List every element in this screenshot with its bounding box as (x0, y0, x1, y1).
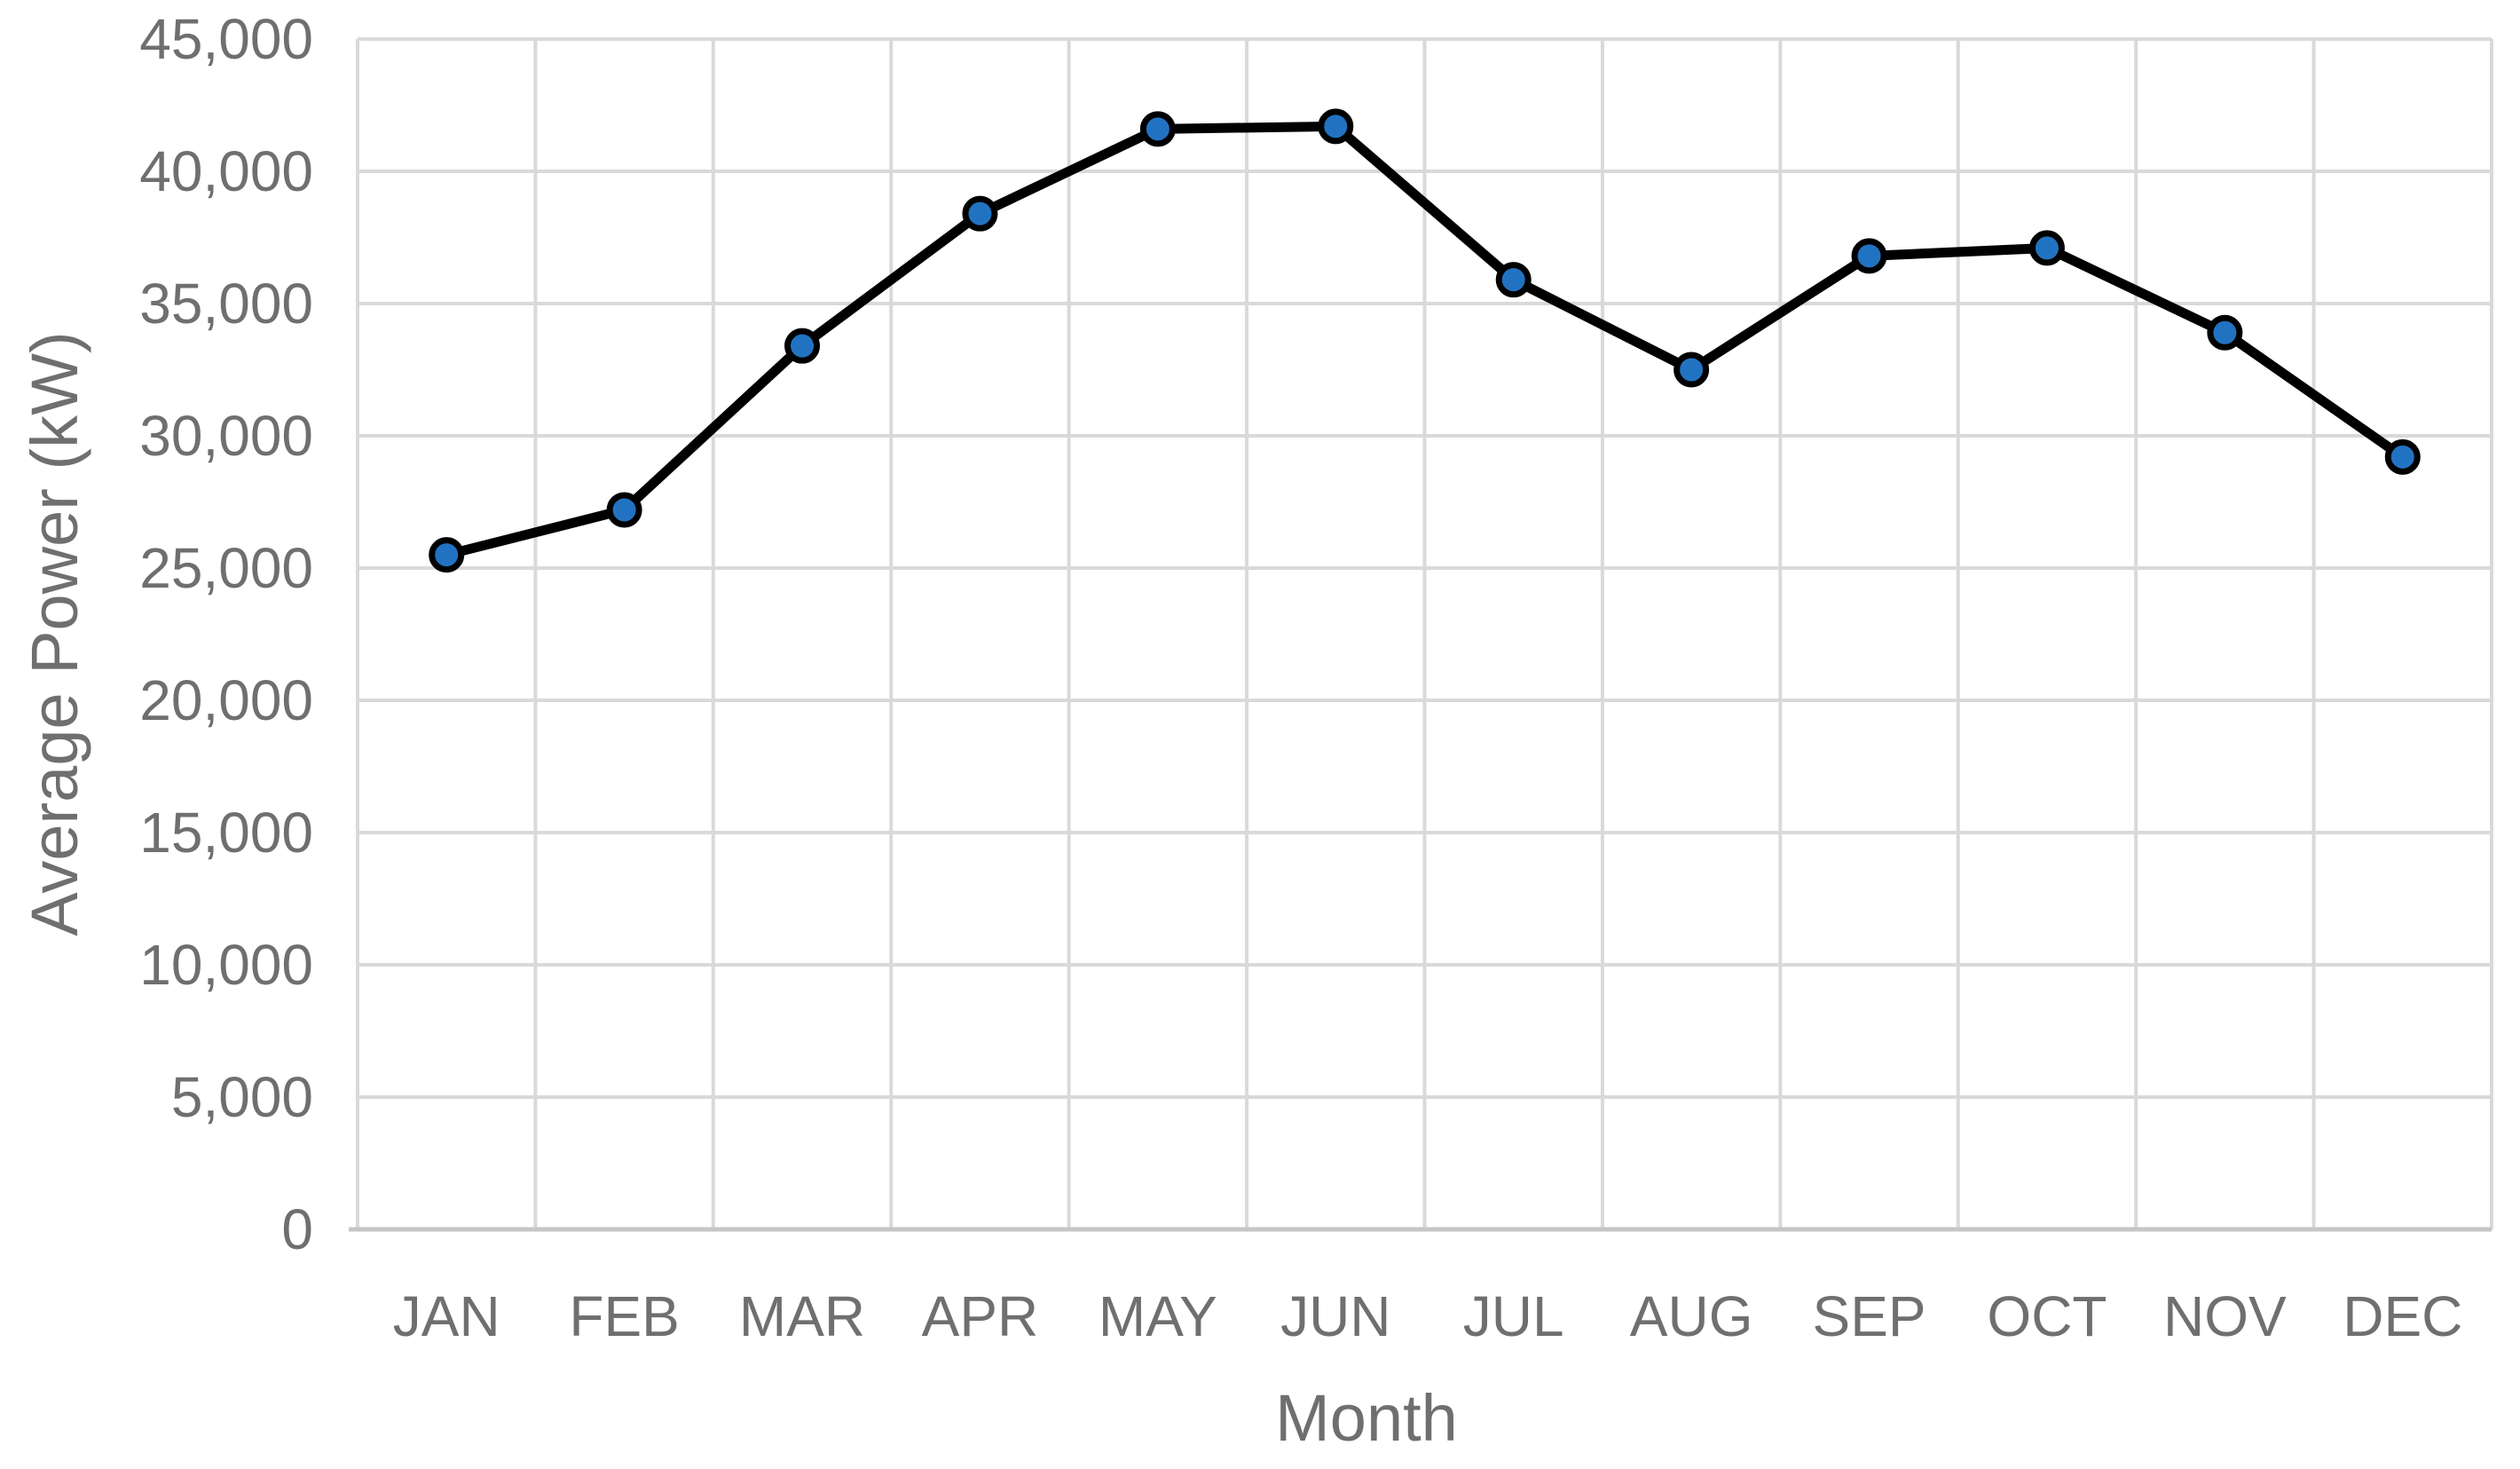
data-point-marker (2207, 314, 2243, 351)
data-point-marker (1318, 108, 1354, 145)
gridlines-vertical (356, 39, 2493, 1229)
x-axis-tick-label: FEB (569, 1284, 679, 1348)
y-axis-tick-label: 45,000 (139, 7, 313, 71)
y-axis-tick-label: 0 (281, 1197, 313, 1261)
x-axis-tick-labels: JAN FEB MAR APR MAY JUN JUL AUG SEP OCT NOV DEC (393, 1284, 2463, 1348)
data-point-marker (429, 537, 465, 573)
y-axis-tick-label: 40,000 (139, 139, 313, 203)
x-axis-tick-label: JAN (393, 1284, 500, 1348)
y-axis-tick-label: 30,000 (139, 404, 313, 468)
y-axis-title: Average Power (kW) (18, 331, 91, 936)
data-point-marker (962, 195, 998, 232)
x-axis-tick-label: SEP (1813, 1284, 1926, 1348)
y-axis-tick-label: 5,000 (171, 1065, 313, 1129)
data-point-marker (606, 492, 642, 528)
data-point-marker (1673, 351, 1710, 388)
data-point-marker (2384, 438, 2421, 475)
x-axis-tick-label: APR (922, 1284, 1039, 1348)
y-axis-tick-label: 15,000 (139, 801, 313, 865)
x-axis-tick-label: MAR (739, 1284, 865, 1348)
y-axis-tick-label: 20,000 (139, 668, 313, 732)
x-axis-title: Month (1275, 1381, 1458, 1455)
x-axis-tick-label: DEC (2343, 1284, 2462, 1348)
x-axis-tick-label: MAY (1099, 1284, 1217, 1348)
x-axis-tick-label: JUN (1280, 1284, 1390, 1348)
data-series (429, 108, 2421, 573)
x-axis-tick-label: JUL (1463, 1284, 1564, 1348)
x-axis-tick-label: NOV (2163, 1284, 2287, 1348)
y-axis-tick-labels: 0 5,000 10,000 15,000 20,000 25,000 30,000 35,0… (139, 7, 313, 1261)
data-point-marker (2028, 230, 2065, 266)
series-line (441, 121, 2408, 560)
data-point-marker (1851, 238, 1887, 274)
x-axis-tick-label: OCT (1987, 1284, 2107, 1348)
data-point-marker (784, 328, 821, 364)
data-point-marker (1139, 111, 1176, 147)
y-axis-tick-label: 25,000 (139, 536, 313, 600)
y-axis-tick-label: 10,000 (139, 933, 313, 997)
data-point-marker (1495, 262, 1532, 298)
x-axis-tick-label: AUG (1630, 1284, 1753, 1348)
y-axis-tick-label: 35,000 (139, 272, 313, 336)
gridlines-horizontal (349, 37, 2492, 1232)
